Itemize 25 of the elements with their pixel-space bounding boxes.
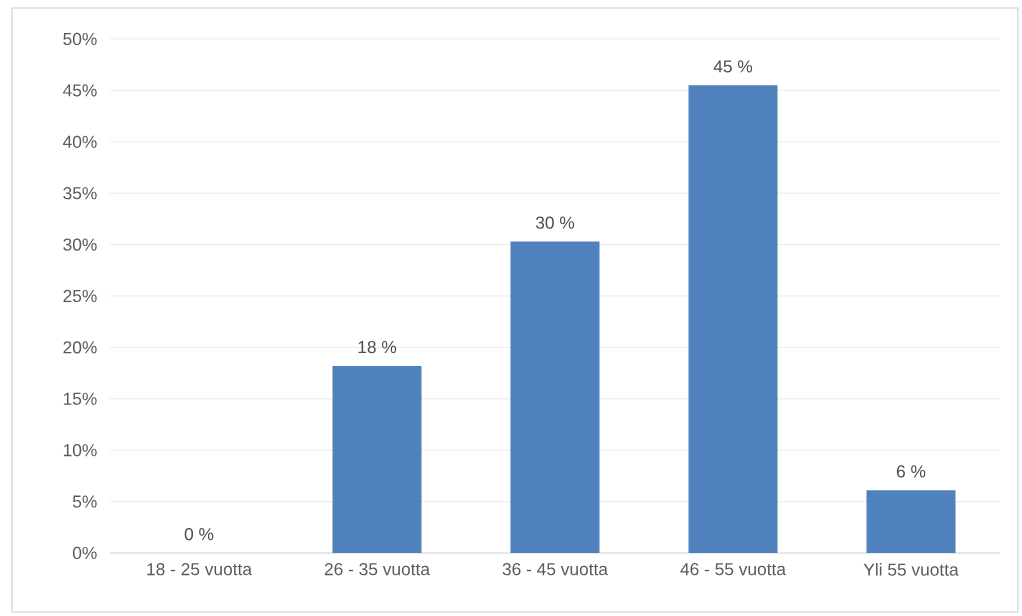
bar: [688, 85, 778, 553]
data-label: 6 %: [896, 465, 926, 478]
y-tick-label: 0%: [72, 546, 97, 560]
y-tick-label: 45%: [63, 84, 97, 97]
y-tick-label: 20%: [63, 341, 97, 354]
y-tick-label: 5%: [72, 495, 97, 508]
bar: [866, 490, 956, 553]
x-tick-label: 46 - 55 vuotta: [680, 563, 786, 576]
y-tick-label: 15%: [63, 392, 97, 405]
x-tick-label: 26 - 35 vuotta: [324, 563, 430, 576]
data-label: 18 %: [358, 340, 397, 354]
data-label: 30 %: [535, 216, 575, 229]
bar: [332, 365, 422, 553]
y-tick-label: 40%: [63, 135, 97, 148]
x-tick-label: 36 - 45 vuotta: [502, 563, 608, 576]
bar: [510, 241, 600, 553]
data-label: 0 %: [184, 528, 214, 541]
data-label: 45 %: [713, 60, 753, 73]
y-tick-label: 30%: [63, 238, 97, 251]
x-tick-label: 18 - 25 vuotta: [147, 563, 252, 576]
y-tick-label: 25%: [63, 289, 97, 303]
y-tick-label: 50%: [63, 32, 97, 46]
x-tick-label: Yli 55 vuotta: [863, 563, 959, 576]
y-tick-label: 10%: [63, 444, 97, 457]
y-tick-label: 35%: [63, 187, 97, 200]
